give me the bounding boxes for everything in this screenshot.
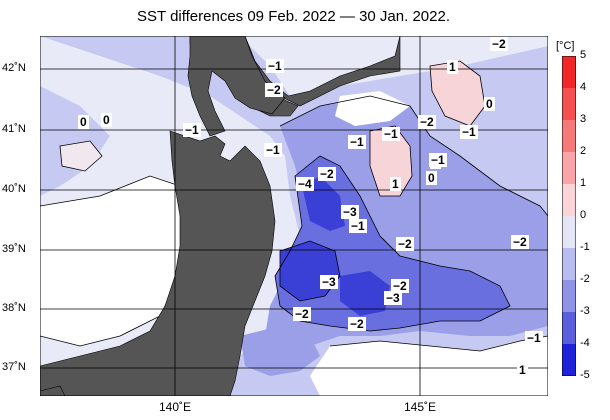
- contour-label: 0: [428, 171, 435, 185]
- contour-label: −2: [398, 237, 412, 251]
- contour-label-bg: [318, 167, 336, 181]
- contour-label: −1: [266, 143, 280, 157]
- contour-label-bg: [264, 143, 282, 157]
- contour-label-bg: [484, 97, 495, 111]
- colorbar-tick-label: -1: [580, 241, 590, 253]
- contour-label-bg: [426, 171, 437, 185]
- contour-label-bg: [525, 331, 543, 345]
- cool-zone-1b: [40, 86, 110, 196]
- contour-label: −2: [492, 37, 506, 51]
- contour-label-bg: [341, 205, 359, 219]
- neutral-zone-1: [40, 176, 190, 346]
- contour-label: −3: [386, 291, 400, 305]
- contour-label-bg: [460, 125, 478, 139]
- contour-label-bg: [348, 135, 366, 149]
- contour-label: −1: [431, 153, 445, 167]
- contour-line: [279, 95, 548, 217]
- colorbar-tick-label: -4: [580, 337, 590, 349]
- contour-label-bg: [429, 153, 447, 167]
- contour-label-bg: [349, 219, 367, 233]
- contour-label: −2: [420, 115, 434, 129]
- contour-label: −3: [343, 205, 357, 219]
- contour-label-bg: [517, 363, 528, 377]
- land-honshu: [40, 130, 276, 396]
- contour-label: −2: [295, 307, 309, 321]
- contour-label: −1: [185, 123, 199, 137]
- cool-zone-south: [240, 326, 320, 376]
- contour-label: 1: [519, 363, 526, 377]
- land-oshima-peninsula: [187, 36, 286, 137]
- contour-label-bg: [391, 279, 409, 293]
- lat-label-42: 42˚N: [2, 62, 26, 74]
- contour-line: [274, 155, 511, 332]
- contour-label-bg: [511, 235, 529, 249]
- contour-label: −1: [384, 127, 398, 141]
- contour-labels: −210−1−200−1−1−2−1−10−1−110−4−2−3−1−2−2−…: [78, 37, 543, 377]
- colorbar-tick-label: 1: [580, 177, 587, 189]
- lat-label-41: 41˚N: [2, 123, 26, 135]
- contour-label-bg: [390, 177, 401, 191]
- contour-label-bg: [396, 237, 414, 251]
- contour-label-bg: [447, 60, 458, 74]
- contour-label-bg: [490, 37, 508, 51]
- contour-label-bg: [183, 123, 201, 137]
- contour-label-bg: [384, 291, 402, 305]
- colorbar-tick-label: -3: [580, 305, 590, 317]
- lat-label-37: 37˚N: [2, 361, 26, 373]
- contour-label: 1: [392, 177, 399, 191]
- contour-label: 0: [486, 97, 493, 111]
- sst-difference-map: −210−1−200−1−1−2−1−10−1−110−4−2−3−1−2−2−…: [40, 36, 548, 396]
- contour-label: −1: [351, 219, 365, 233]
- contour-label-bg: [296, 177, 314, 191]
- contour-label-bg: [101, 113, 112, 127]
- warm-patch-2: [430, 61, 485, 126]
- contour-label: −1: [350, 135, 364, 149]
- neutral-zone-2: [310, 336, 548, 396]
- colorbar-tick-label: 5: [580, 49, 587, 61]
- contour-label-bg: [320, 275, 338, 289]
- lat-label-38: 38˚N: [2, 302, 26, 314]
- colorbar: [562, 56, 576, 376]
- contour-label-bg: [382, 127, 400, 141]
- cool-zone-4b: [340, 271, 390, 316]
- contour-line: [329, 335, 548, 352]
- contour-label: −4: [298, 177, 312, 191]
- colorbar-tick-label: -2: [580, 273, 590, 285]
- contour-label: −2: [393, 279, 407, 293]
- contour-label: −2: [320, 167, 334, 181]
- lat-label-40: 40˚N: [2, 183, 26, 195]
- map-title: SST differences 09 Feb. 2022 — 30 Jan. 2…: [137, 8, 450, 25]
- contour-label: −3: [322, 275, 336, 289]
- contour-label: −2: [513, 235, 527, 249]
- contour-label-bg: [266, 59, 284, 73]
- neutral-zone-3: [335, 91, 410, 126]
- contour-label: 1: [449, 60, 456, 74]
- contour-label-bg: [265, 83, 283, 97]
- contour-label-bg: [418, 115, 436, 129]
- contour-label: −1: [462, 125, 476, 139]
- contour-line: [59, 140, 103, 172]
- colorbar-tick-label: -5: [580, 369, 590, 381]
- colorbar-tick-label: 3: [580, 113, 587, 125]
- contour-label-bg: [78, 115, 89, 129]
- contour-label: −2: [350, 317, 364, 331]
- contour-label: 0: [80, 115, 87, 129]
- colorbar-tick-label: 4: [580, 81, 587, 93]
- contour-label: −1: [527, 331, 541, 345]
- warm-patch-4: [60, 141, 102, 171]
- colorbar-tick-label: 0: [580, 209, 587, 221]
- lat-label-39: 39˚N: [2, 243, 26, 255]
- lon-label-140: 140˚E: [158, 400, 192, 414]
- land-island: [40, 385, 66, 396]
- warm-patch-1: [370, 126, 412, 196]
- contour-label: −1: [268, 59, 282, 73]
- contour-label: 0: [103, 113, 110, 127]
- contour-line: [429, 60, 486, 127]
- contour-label: −2: [267, 83, 281, 97]
- lon-label-145: 145˚E: [403, 400, 437, 414]
- colorbar-unit: [°C]: [556, 40, 575, 52]
- contour-label-bg: [293, 307, 311, 321]
- colorbar-tick-label: 2: [580, 145, 587, 157]
- contour-label-bg: [348, 317, 366, 331]
